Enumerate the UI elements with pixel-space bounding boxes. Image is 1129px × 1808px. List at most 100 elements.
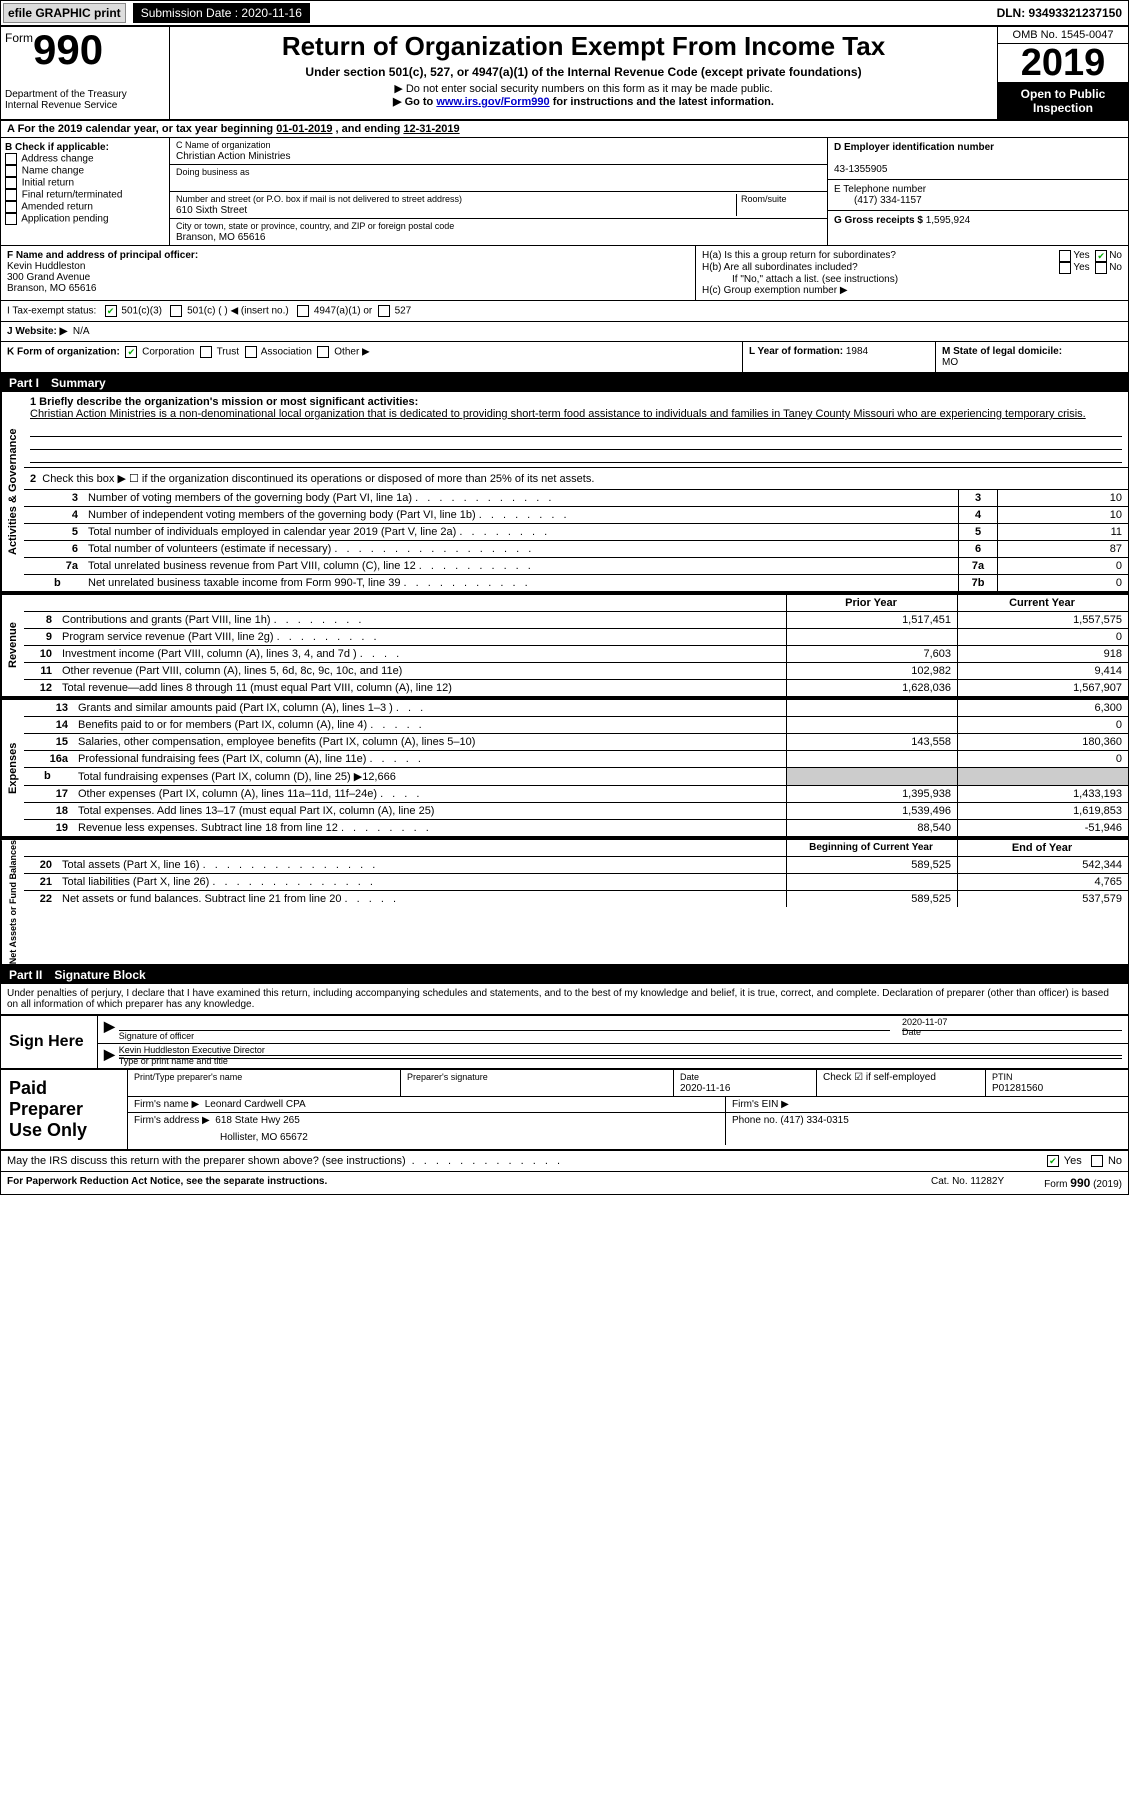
prep-date-cell: Date 2020-11-16 bbox=[674, 1070, 817, 1096]
m-label: M State of legal domicile: bbox=[942, 346, 1062, 357]
rev-cy-8: 1,557,575 bbox=[958, 612, 1129, 629]
sign-label: Sign Here bbox=[1, 1016, 97, 1068]
ag-ln-3: 3 bbox=[24, 490, 84, 507]
dln-number: DLN: 93493321237150 bbox=[997, 6, 1128, 20]
firm-ein-cell: Firm's EIN ▶ bbox=[726, 1097, 1128, 1112]
checkbox-final-return[interactable] bbox=[5, 189, 17, 201]
exp-py-16a bbox=[787, 751, 958, 768]
firm-phone: (417) 334-0315 bbox=[780, 1115, 848, 1126]
b-label: B Check if applicable: bbox=[5, 142, 109, 153]
checkbox-corp[interactable] bbox=[125, 346, 137, 358]
checkbox-hb-yes[interactable] bbox=[1059, 262, 1071, 274]
exp-cy-18: 1,619,853 bbox=[958, 803, 1129, 820]
checkbox-527[interactable] bbox=[378, 305, 390, 317]
g-gross-cell: G Gross receipts $ 1,595,924 bbox=[828, 211, 1128, 230]
ag-row-7b: bNet unrelated business taxable income f… bbox=[24, 575, 1128, 592]
sign-fields: ▶ Signature of officer 2020-11-07 Date ▶… bbox=[97, 1016, 1128, 1068]
na-desc-20: Total assets (Part X, line 16) bbox=[62, 859, 200, 871]
exp-py-14 bbox=[787, 717, 958, 734]
form-number: 990 bbox=[33, 26, 103, 73]
na-row-20: 20Total assets (Part X, line 16) . . . .… bbox=[24, 857, 1128, 874]
na-cy-20: 542,344 bbox=[958, 857, 1129, 874]
checkbox-4947[interactable] bbox=[297, 305, 309, 317]
ag-row-7a: 7aTotal unrelated business revenue from … bbox=[24, 558, 1128, 575]
exp-ln-15: 15 bbox=[24, 734, 74, 751]
mission-block: 1 Briefly describe the organization's mi… bbox=[24, 392, 1128, 467]
ag-val-3: 10 bbox=[998, 490, 1129, 507]
exp-table: 13Grants and similar amounts paid (Part … bbox=[24, 700, 1128, 836]
prep-date-label: Date bbox=[680, 1072, 699, 1082]
ag-ln-4: 4 bbox=[24, 507, 84, 524]
checkbox-501c3[interactable] bbox=[105, 305, 117, 317]
org-name: Christian Action Ministries bbox=[176, 151, 290, 162]
checkbox-ha-yes[interactable] bbox=[1059, 250, 1071, 262]
na-row-22: 22Net assets or fund balances. Subtract … bbox=[24, 891, 1128, 908]
prep-ptin: P01281560 bbox=[992, 1083, 1043, 1094]
h-note: If "No," attach a list. (see instruction… bbox=[702, 274, 1122, 285]
section-ag: Activities & Governance 1 Briefly descri… bbox=[1, 392, 1128, 593]
form-header: Form990 Department of the Treasury Inter… bbox=[1, 27, 1128, 121]
exp-desc-16a: Professional fundraising fees (Part IX, … bbox=[78, 753, 366, 765]
i-label: I Tax-exempt status: bbox=[7, 306, 96, 317]
part1-title: Summary bbox=[51, 376, 106, 390]
checkbox-name-change[interactable] bbox=[5, 165, 17, 177]
checkbox-initial-return[interactable] bbox=[5, 177, 17, 189]
ag-box-3: 3 bbox=[959, 490, 998, 507]
checkbox-address-change[interactable] bbox=[5, 153, 17, 165]
row-klm: K Form of organization: Corporation Trus… bbox=[1, 342, 1128, 374]
checkbox-app-pending[interactable] bbox=[5, 213, 17, 225]
exp-cy-16a: 0 bbox=[958, 751, 1129, 768]
ag-val-6: 87 bbox=[998, 541, 1129, 558]
firm-ein-label: Firm's EIN ▶ bbox=[732, 1099, 789, 1110]
checkbox-discuss-no[interactable] bbox=[1091, 1155, 1103, 1167]
ag-row-5: 5Total number of individuals employed in… bbox=[24, 524, 1128, 541]
gross-receipts: 1,595,924 bbox=[926, 215, 971, 226]
rev-content: Prior YearCurrent Year 8Contributions an… bbox=[24, 595, 1128, 696]
checkbox-trust[interactable] bbox=[200, 346, 212, 358]
checkbox-ha-no[interactable] bbox=[1095, 250, 1107, 262]
sign-row-2: ▶ Kevin Huddleston Executive Director Ty… bbox=[98, 1044, 1128, 1068]
department-label: Department of the Treasury Internal Reve… bbox=[5, 89, 165, 111]
sign-here: Sign Here ▶ Signature of officer 2020-11… bbox=[1, 1016, 1128, 1070]
rev-ln-11: 11 bbox=[24, 663, 58, 680]
form-title: Return of Organization Exempt From Incom… bbox=[176, 31, 991, 62]
rev-py-12: 1,628,036 bbox=[787, 680, 958, 697]
vtab-ag: Activities & Governance bbox=[1, 392, 24, 591]
street-address: 610 Sixth Street bbox=[176, 205, 247, 216]
sign-arrow2-icon: ▶ bbox=[104, 1046, 115, 1066]
irs-link[interactable]: www.irs.gov/Form990 bbox=[436, 96, 549, 108]
na-py-21 bbox=[787, 874, 958, 891]
checkbox-amended-return[interactable] bbox=[5, 201, 17, 213]
rev-ln-12: 12 bbox=[24, 680, 58, 697]
ag-val-4: 10 bbox=[998, 507, 1129, 524]
exp-ln-17: 17 bbox=[24, 786, 74, 803]
prep-ptin-label: PTIN bbox=[992, 1072, 1013, 1082]
efile-print-button[interactable]: efile GRAPHIC print bbox=[3, 3, 126, 23]
line1-label: 1 Briefly describe the organization's mi… bbox=[30, 396, 418, 408]
checkbox-assoc[interactable] bbox=[245, 346, 257, 358]
exp-row-18: 18Total expenses. Add lines 13–17 (must … bbox=[24, 803, 1128, 820]
discuss-no: No bbox=[1108, 1155, 1122, 1167]
j-website: J Website: ▶ N/A bbox=[1, 322, 1128, 341]
section-b: B Check if applicable: Address change Na… bbox=[1, 138, 170, 245]
rev-table: Prior YearCurrent Year 8Contributions an… bbox=[24, 595, 1128, 696]
website-value: N/A bbox=[73, 326, 90, 337]
checkbox-501c[interactable] bbox=[170, 305, 182, 317]
mission-text: Christian Action Ministries is a non-den… bbox=[30, 408, 1086, 420]
opt-527: 527 bbox=[395, 306, 412, 317]
form-center-block: Return of Organization Exempt From Incom… bbox=[170, 27, 997, 119]
exp-row-16b: bTotal fundraising expenses (Part IX, co… bbox=[24, 768, 1128, 786]
col-begin-year: Beginning of Current Year bbox=[787, 840, 958, 857]
exp-py-17: 1,395,938 bbox=[787, 786, 958, 803]
form-note2: ▶ Go to www.irs.gov/Form990 for instruct… bbox=[176, 95, 991, 108]
rev-ln-8: 8 bbox=[24, 612, 58, 629]
firm-addr-label: Firm's address ▶ bbox=[134, 1115, 210, 1126]
exp-row-16a: 16aProfessional fundraising fees (Part I… bbox=[24, 751, 1128, 768]
opt-trust: Trust bbox=[217, 347, 239, 358]
h-c-label: H(c) Group exemption number ▶ bbox=[702, 285, 1122, 296]
k-label: K Form of organization: bbox=[7, 347, 120, 358]
l-label: L Year of formation: bbox=[749, 346, 846, 357]
checkbox-other[interactable] bbox=[317, 346, 329, 358]
checkbox-hb-no[interactable] bbox=[1095, 262, 1107, 274]
checkbox-discuss-yes[interactable] bbox=[1047, 1155, 1059, 1167]
